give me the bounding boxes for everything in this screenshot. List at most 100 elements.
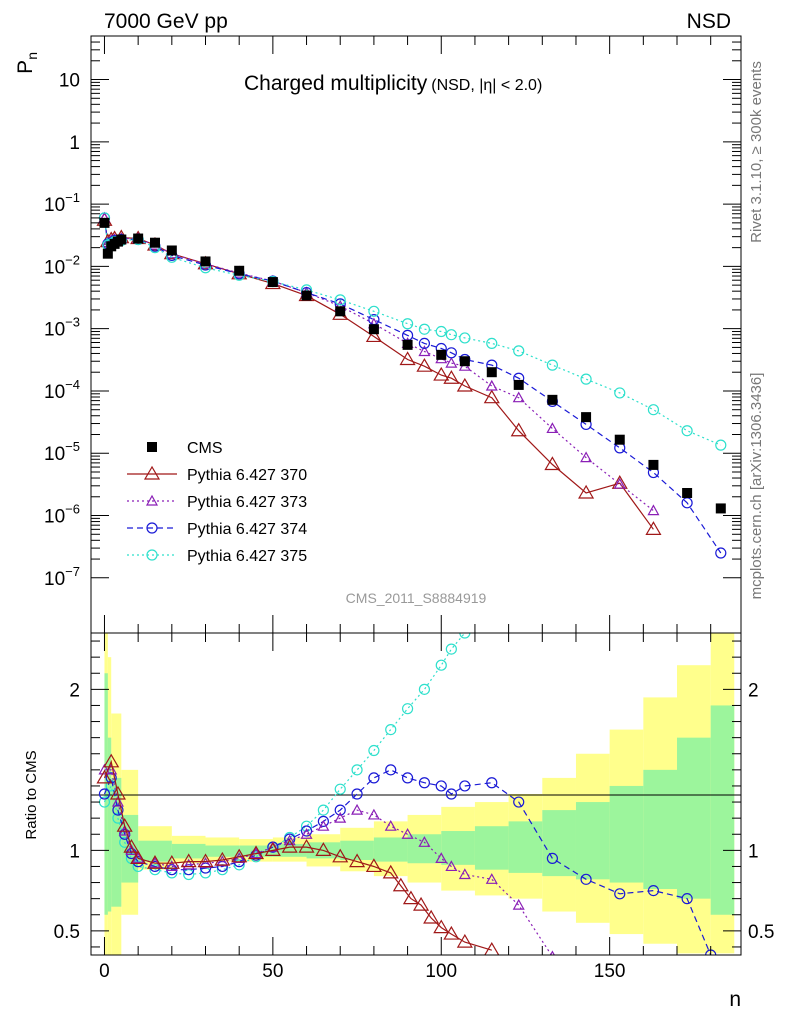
main-point [580,373,592,385]
ratio-point [512,898,525,910]
ratio-point [456,933,473,948]
ratio-point [180,853,197,868]
legend-label: Pythia 6.427 374 [187,521,307,538]
main-point [513,345,525,357]
ratio-point [549,950,555,955]
x-tick-label: 50 [262,961,283,982]
main-point [443,370,460,384]
main-point [546,359,558,371]
ratio-point [334,811,347,823]
main-y-axis-label-sub: n [24,52,40,60]
ratio-point [111,795,124,807]
ratio-y-tick-label-left: 2 [69,680,80,701]
ratio-point [334,783,346,795]
main-point [645,521,662,535]
main-y-tick-label-base: 10 [44,320,65,341]
ratio-point [199,862,212,874]
main-series-1 [96,212,662,535]
ratio-point [216,855,229,867]
ratio-point [317,804,329,816]
main-point [418,323,431,335]
main-y-tick-label: 10−4 [44,377,80,403]
main-point [715,547,727,559]
ratio-point [485,873,498,884]
ratio-point [163,855,180,869]
ratio-point [445,788,457,800]
x-tick-label: 100 [425,961,457,982]
main-point [445,356,458,368]
ratio-point [367,808,380,820]
ratio-point [433,919,450,934]
main-y-tick-label: 1 [69,133,80,154]
ratio-point [401,703,414,715]
ratio-point [103,753,120,768]
legend-entry: CMS [147,440,223,457]
ratio-y-tick-labels: 0.5 0.5 1 1 2 2 [54,680,775,943]
ratio-point [458,868,471,880]
main-ticks [91,35,741,633]
ratio-point [385,723,397,736]
ratio-y-tick-label-left: 1 [69,841,80,862]
ratio-point [368,772,380,784]
ratio-point [402,890,419,905]
main-y-tick-label: 10−5 [44,439,80,465]
main-point [116,234,127,245]
main-point [580,451,593,463]
main-point [682,487,693,498]
main-point [418,345,431,357]
ratio-point [423,909,440,924]
header-energy: 7000 GeV pp [104,10,228,33]
ratio-band-inner-uncertainty [104,673,735,915]
ratio-band-segment [205,845,240,857]
legend-label: Pythia 6.427 375 [187,548,307,565]
main-point [544,456,561,471]
ratio-point [182,858,195,870]
plot-title-sub: (NSD, |η| < 2.0) [431,77,542,94]
main-point [402,339,413,350]
ratio-point [132,860,144,873]
ratio-point [116,818,133,832]
main-series-line-4 [103,217,722,446]
ratio-point [283,834,296,846]
ratio-point [614,888,626,900]
legend-marker [147,442,157,452]
ratio-point [317,819,330,831]
ratio-point [298,838,315,853]
ratio-y-tick-label-right: 0.5 [748,922,774,943]
ratio-point [459,633,471,639]
main-point [485,379,498,391]
main-frame [90,35,742,634]
ratio-series-layer [96,633,717,955]
main-point [456,377,473,392]
main-y-tick-label-base: 10 [44,444,65,465]
ratio-band-segment [171,843,206,859]
main-point [436,349,447,360]
main-point [368,324,379,335]
legend-entry: Pythia 6.427 374 [127,521,307,538]
main-y-axis-label: Pn [14,52,40,74]
ratio-point [109,785,126,800]
main-y-tick-label-exp: −2 [65,252,80,267]
main-y-tick-label: 10−2 [44,252,80,278]
legend-marker [146,549,158,561]
ratio-point [281,838,298,853]
main-point [445,329,457,341]
legend-entry: Pythia 6.427 370 [127,465,307,484]
ratio-band-segment [677,737,711,899]
ratio-y-tick-label-left: 0.5 [54,922,80,943]
ratio-point [183,868,195,881]
ratio-point [418,836,431,847]
ratio-band-segment [441,831,475,865]
ratio-band-segment [111,777,122,907]
main-point [614,387,626,399]
main-point [715,439,727,451]
main-y-tick-label-base: 10 [44,569,65,590]
main-point [399,351,416,366]
ratio-series-0 [96,753,500,955]
main-point [483,389,500,404]
main-point [614,434,625,445]
ratio-point [351,764,363,776]
ratio-band-segment [474,826,509,870]
